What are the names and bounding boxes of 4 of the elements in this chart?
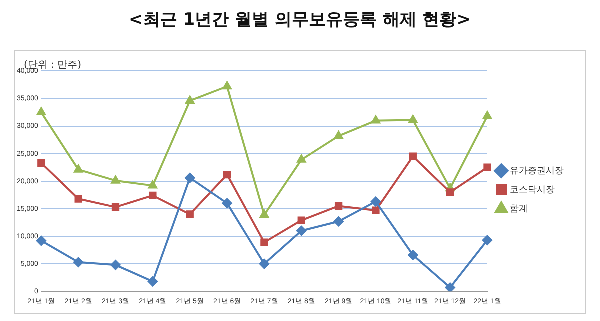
- chart-title: <최근 1년간 월별 의무보유등록 해제 현황>: [128, 9, 472, 31]
- legend-label: 합계: [510, 204, 528, 214]
- legend-label: 코스닥시장: [510, 185, 555, 196]
- legend-label: 유가증권시장: [510, 166, 564, 176]
